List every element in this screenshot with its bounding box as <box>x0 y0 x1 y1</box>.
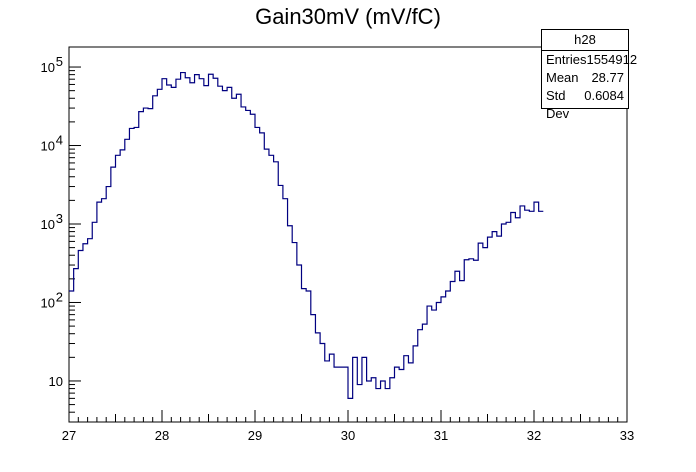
x-tick-label: 33 <box>620 428 634 443</box>
stats-value: 28.77 <box>591 70 624 85</box>
y-tick-label: 10 <box>41 60 55 75</box>
y-tick-exponent: 2 <box>56 289 63 304</box>
stats-label: Entries <box>546 52 587 67</box>
stats-label: Mean <box>546 70 579 85</box>
y-tick-label: 10 <box>41 217 55 232</box>
y-tick-label: 10 <box>41 139 55 154</box>
stats-value: 0.6084 <box>584 88 624 103</box>
y-tick-exponent: 3 <box>56 211 63 226</box>
y-tick-label: 10 <box>49 374 63 389</box>
x-tick-label: 32 <box>527 428 541 443</box>
stats-box-name: h28 <box>542 30 628 51</box>
stats-label: Std Dev <box>546 88 570 121</box>
x-tick-label: 29 <box>248 428 262 443</box>
y-tick-exponent: 5 <box>56 54 63 69</box>
chart-title: Gain30mV (mV/fC) <box>255 4 441 29</box>
stats-row-entries: Entries 1554912 <box>542 51 637 69</box>
x-tick-label: 30 <box>341 428 355 443</box>
stats-row-mean: Mean 28.77 <box>542 69 628 87</box>
x-tick-label: 31 <box>434 428 448 443</box>
stats-value: 1554912 <box>586 52 638 67</box>
histogram-line <box>69 71 544 399</box>
stats-row-stddev: Std Dev 0.6084 <box>542 87 628 121</box>
y-tick-label: 10 <box>41 295 55 310</box>
stats-box: h28 Entries 1554912 Mean 28.77 Std Dev 0… <box>541 29 637 121</box>
y-tick-exponent: 4 <box>56 133 63 148</box>
x-tick-label: 28 <box>155 428 169 443</box>
x-tick-label: 27 <box>62 428 76 443</box>
